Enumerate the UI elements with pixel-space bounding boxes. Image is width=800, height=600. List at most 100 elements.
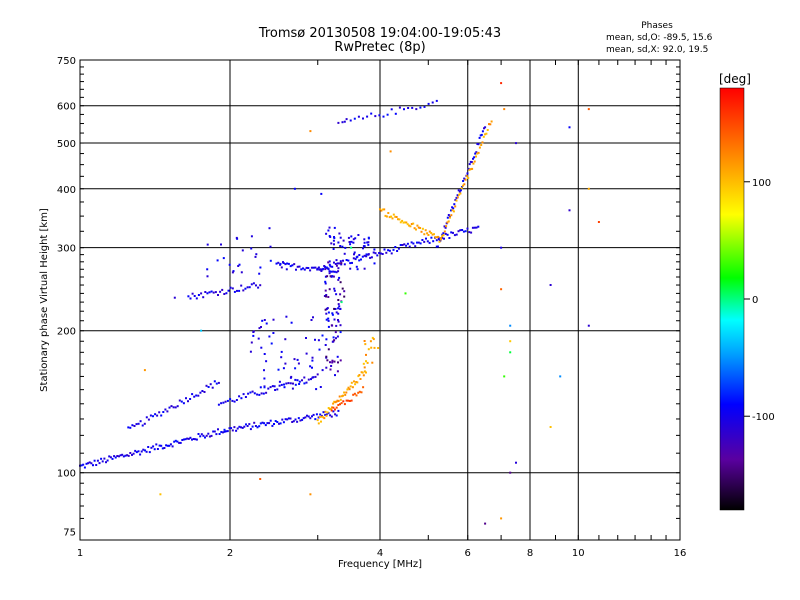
data-point — [470, 161, 473, 164]
data-point — [455, 233, 458, 236]
data-point — [459, 189, 462, 192]
data-point — [213, 430, 216, 433]
data-point — [336, 262, 339, 265]
data-point — [471, 226, 474, 229]
data-point — [412, 222, 415, 225]
data-point — [154, 413, 157, 416]
data-point — [397, 247, 400, 250]
data-point — [315, 413, 318, 416]
data-point — [392, 213, 395, 216]
y-tick-label: 750 — [57, 56, 76, 67]
data-point — [428, 230, 431, 233]
data-point — [397, 218, 399, 221]
data-point — [187, 295, 190, 298]
data-point — [390, 108, 393, 111]
data-point — [438, 240, 441, 243]
data-point — [223, 293, 226, 295]
data-point — [436, 245, 439, 248]
data-point — [450, 214, 453, 217]
data-point — [367, 253, 370, 256]
data-point — [298, 383, 301, 385]
data-point — [335, 259, 338, 262]
data-point — [85, 462, 88, 465]
data-point — [345, 259, 348, 261]
data-point — [214, 291, 217, 294]
data-points — [79, 82, 600, 525]
data-point — [217, 294, 219, 296]
data-point — [314, 375, 317, 378]
data-point — [367, 243, 370, 246]
data-point — [362, 117, 364, 120]
data-point — [210, 290, 213, 293]
data-point — [166, 410, 169, 413]
data-point — [254, 425, 257, 427]
data-point — [372, 338, 375, 341]
data-point — [480, 133, 483, 136]
data-point — [210, 434, 213, 437]
data-point — [208, 435, 211, 438]
data-point — [419, 106, 422, 109]
data-point — [343, 295, 346, 298]
data-point — [349, 385, 352, 388]
data-point — [421, 239, 424, 241]
data-point — [426, 232, 429, 235]
data-point — [282, 421, 285, 424]
data-point — [289, 265, 292, 268]
data-point — [324, 413, 327, 416]
data-point — [357, 115, 360, 118]
data-point — [287, 417, 290, 420]
data-point — [259, 386, 262, 389]
data-point — [357, 391, 360, 394]
data-point — [333, 237, 336, 239]
data-point — [261, 319, 264, 322]
data-point — [358, 374, 361, 376]
data-point — [405, 221, 408, 224]
data-point — [280, 350, 283, 353]
data-point — [339, 236, 342, 239]
data-point — [332, 275, 335, 278]
data-point — [500, 288, 503, 291]
data-point — [309, 417, 312, 420]
data-point — [457, 230, 460, 233]
data-point — [311, 356, 314, 359]
data-point — [382, 115, 385, 118]
grid-lines — [80, 60, 680, 540]
data-point — [311, 415, 313, 418]
data-point — [139, 420, 142, 423]
y-tick-label: 100 — [57, 469, 76, 480]
data-point — [327, 325, 330, 328]
data-point — [480, 144, 483, 146]
data-point — [459, 229, 462, 232]
data-point — [333, 318, 336, 321]
data-point — [339, 293, 342, 296]
data-point — [231, 429, 234, 432]
data-point — [206, 292, 209, 295]
data-point — [456, 194, 459, 197]
data-point — [176, 440, 179, 443]
data-point — [178, 399, 181, 402]
data-point — [335, 271, 338, 274]
data-point — [259, 422, 262, 425]
data-point — [182, 402, 185, 405]
data-point — [453, 203, 456, 206]
data-point — [310, 319, 313, 321]
data-point — [284, 362, 287, 365]
data-point — [330, 365, 333, 367]
data-point — [333, 339, 336, 342]
data-point — [206, 268, 209, 271]
data-point — [331, 312, 334, 315]
data-point — [163, 447, 166, 449]
data-point — [325, 413, 328, 416]
data-point — [200, 292, 203, 295]
data-point — [235, 236, 238, 239]
data-point — [328, 288, 331, 291]
data-point — [96, 459, 99, 462]
data-point — [329, 236, 332, 238]
data-point — [338, 262, 341, 265]
data-point — [105, 461, 107, 464]
data-point — [172, 406, 175, 409]
data-point — [396, 250, 399, 252]
data-point — [336, 355, 339, 358]
data-point — [148, 451, 151, 454]
data-point — [330, 415, 333, 418]
